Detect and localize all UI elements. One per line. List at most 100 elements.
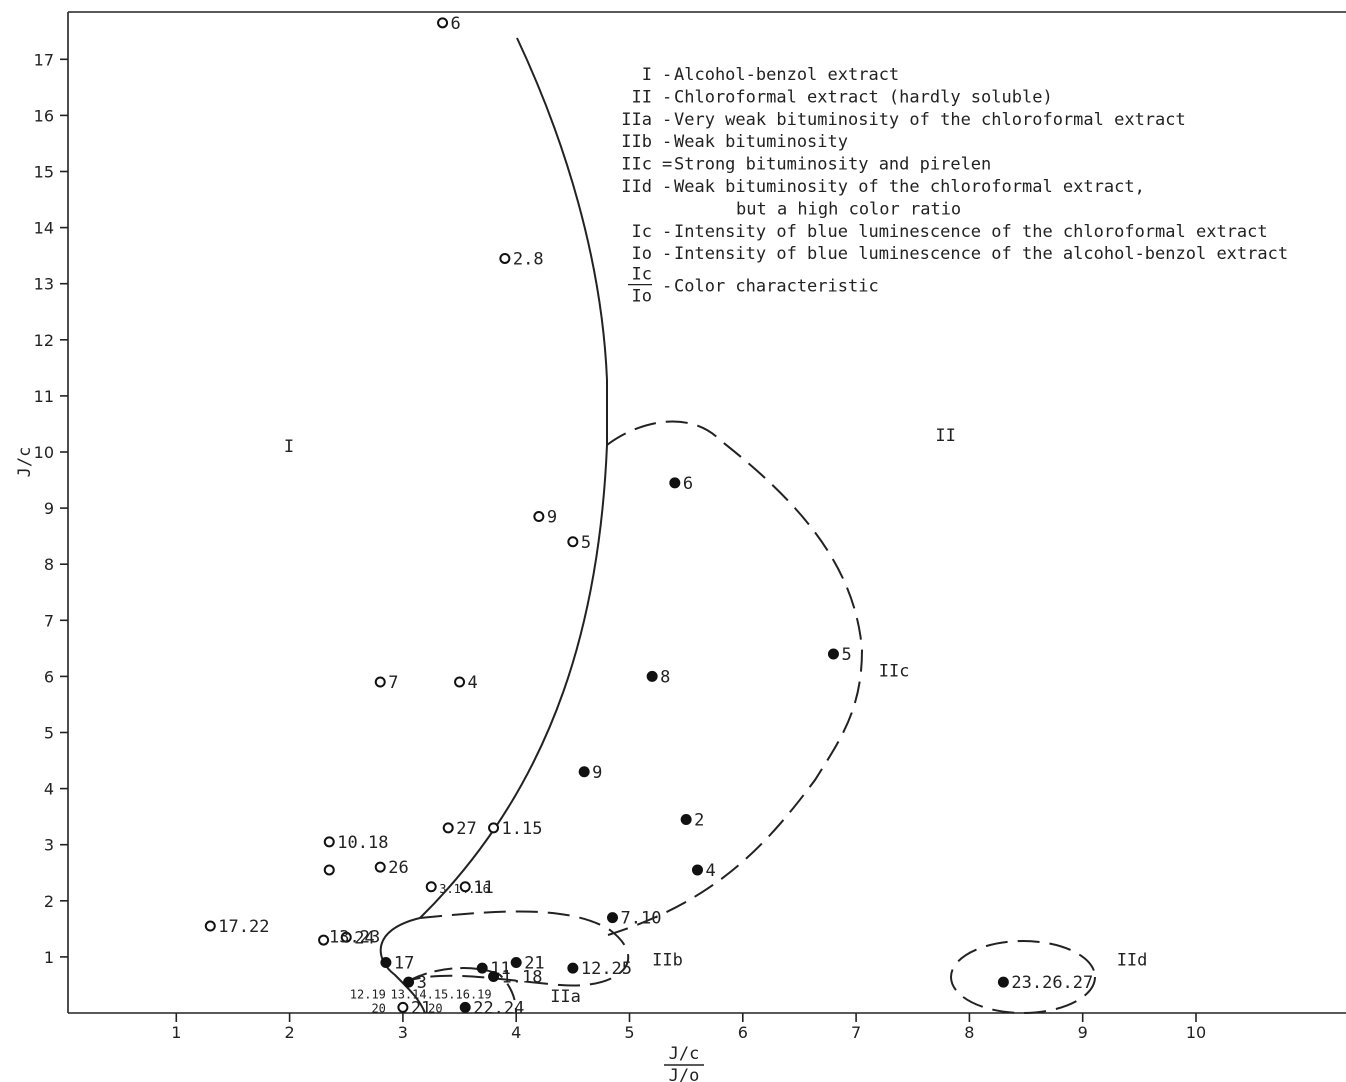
region-label-IId: IId [1117, 950, 1148, 970]
boundary-region-I [419, 37, 608, 919]
data-point-open [459, 881, 471, 893]
data-point-filled [997, 976, 1009, 988]
boundary-region-IIa [409, 967, 517, 1014]
point-label: 6 [683, 474, 693, 494]
data-point-filled [380, 957, 392, 969]
y-tick-label: 12 [34, 331, 54, 350]
point-label: 12.19 [350, 987, 386, 1001]
data-point-open [397, 1001, 409, 1013]
point-label: 13.14.15.16.19 [390, 987, 491, 1001]
legend-text: Strong bituminosity and pirelen [674, 155, 991, 175]
data-point-filled [578, 766, 590, 778]
region-label-IIa: IIa [550, 987, 581, 1007]
legend-separator: - [662, 222, 672, 242]
plot-frame [67, 11, 1346, 1014]
data-point-filled [680, 813, 692, 825]
data-point-open [374, 861, 386, 873]
region-boundaries [379, 37, 1096, 1014]
region-label-IIb: IIb [652, 950, 683, 970]
point-label: 22.24 [473, 998, 524, 1018]
legend-text: Chloroformal extract (hardly soluble) [674, 87, 1053, 107]
legend-separator: - [662, 277, 672, 297]
point-label: 9 [592, 763, 602, 783]
data-point-filled [476, 962, 488, 974]
y-tick-label: 15 [34, 163, 54, 182]
y-tick-label: 7 [44, 611, 54, 630]
point-label: 4 [468, 673, 478, 693]
data-points: 62.8957410.1826271.153.14.161117.2224216… [204, 14, 1093, 1018]
x-tick-label: 3 [398, 1023, 408, 1042]
point-label: 1.15 [502, 819, 543, 839]
data-point-open [442, 822, 454, 834]
legend-text: Weak bituminosity of the chloroformal ex… [674, 177, 1145, 197]
legend-separator: - [662, 244, 672, 264]
x-axis-label-numerator: J/c [669, 1044, 700, 1064]
data-point-open [323, 864, 335, 876]
point-label: 4 [705, 861, 715, 881]
x-axis-label-denominator: J/o [669, 1066, 700, 1082]
y-tick-label: 4 [44, 780, 54, 799]
point-label: 3 [417, 973, 427, 993]
legend-key-numerator: Ic [632, 265, 652, 285]
region-label-IIc: IIc [879, 661, 910, 681]
data-point-open [567, 536, 579, 548]
y-tick-label: 9 [44, 499, 54, 518]
legend-key: II [632, 87, 652, 107]
data-point-filled [403, 976, 415, 988]
y-tick-label: 1 [44, 948, 54, 967]
y-axis-label: J/c [15, 447, 35, 478]
data-point-open [425, 881, 437, 893]
legend-text-continued: but a high color ratio [736, 199, 961, 219]
point-label: 24 [354, 928, 374, 948]
point-label: 9 [547, 508, 557, 528]
data-point-filled [646, 670, 658, 682]
data-point-open [437, 17, 449, 29]
legend-separator: - [662, 132, 672, 152]
point-label: 17.22 [218, 917, 269, 937]
y-tick-label: 3 [44, 836, 54, 855]
legend-text: Very weak bituminosity of the chloroform… [674, 110, 1186, 130]
point-label: 21 [524, 954, 544, 974]
y-tick-label: 6 [44, 667, 54, 686]
boundary-region-IId [950, 940, 1096, 1014]
legend-key: IIc [621, 155, 652, 175]
data-point-open [340, 931, 352, 943]
data-point-filled [510, 957, 522, 969]
x-tick-label: 9 [1078, 1023, 1088, 1042]
data-point-filled [567, 962, 579, 974]
x-tick-label: 1 [171, 1023, 181, 1042]
point-label: 10.18 [337, 833, 388, 853]
legend-separator: - [662, 87, 672, 107]
data-point-open [323, 836, 335, 848]
data-point-open [488, 822, 500, 834]
point-label: 17 [394, 954, 414, 974]
y-tick-label: 14 [34, 219, 54, 238]
legend-key: I [642, 65, 652, 85]
legend-key-denominator: Io [632, 287, 652, 307]
x-ticks: 1 2 3 4 5 6 7 8 9 10 [171, 1013, 1206, 1042]
data-point-filled [607, 912, 619, 924]
point-label: 1.18 [502, 968, 543, 988]
x-tick-label: 7 [851, 1023, 861, 1042]
legend-separator: - [662, 177, 672, 197]
y-tick-label: 17 [34, 50, 54, 69]
legend-key: IId [621, 177, 652, 197]
legend-text: Weak bituminosity [674, 132, 848, 152]
data-point-open [374, 676, 386, 688]
point-label: 2.8 [513, 249, 544, 269]
point-label: 20 [371, 1001, 385, 1015]
x-tick-label: 10 [1186, 1023, 1206, 1042]
point-label: 2 [694, 810, 704, 830]
y-tick-label: 16 [34, 106, 54, 125]
point-label: 5 [581, 533, 591, 553]
region-label-I: I [284, 437, 294, 457]
legend-text: Color characteristic [674, 277, 879, 297]
y-tick-label: 2 [44, 892, 54, 911]
data-point-open [533, 511, 545, 523]
x-axis-label: J/c J/o [664, 1044, 704, 1082]
legend-text: Intensity of blue luminescence of the ch… [674, 222, 1268, 242]
